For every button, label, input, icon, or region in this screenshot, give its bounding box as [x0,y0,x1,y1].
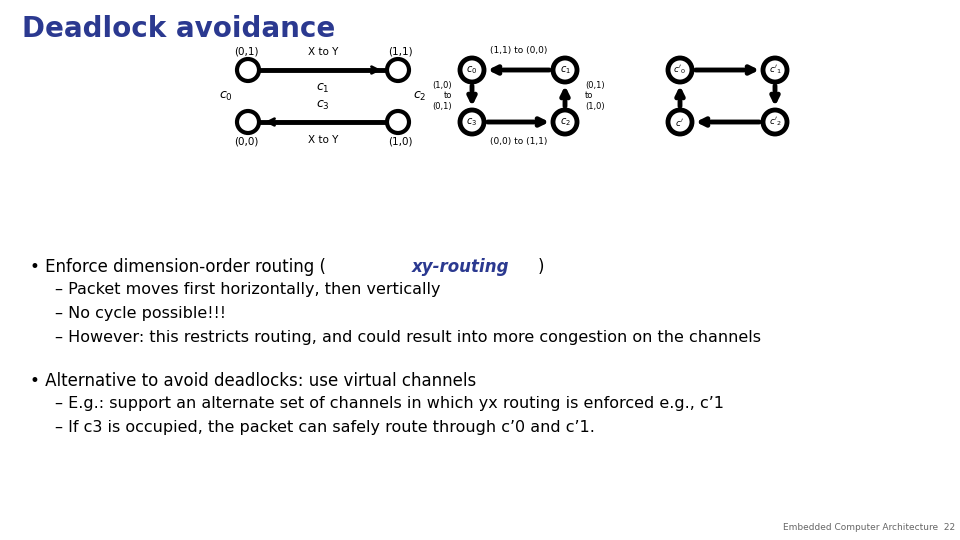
Circle shape [553,58,577,82]
Text: $c_1$: $c_1$ [316,82,330,95]
Text: $c_2$: $c_2$ [560,116,570,128]
Text: Embedded Computer Architecture  22: Embedded Computer Architecture 22 [782,523,955,532]
Circle shape [668,58,692,82]
Text: (0,0) to (1,1): (0,0) to (1,1) [490,137,547,146]
Text: $c_2$: $c_2$ [413,90,427,103]
Text: • Enforce dimension-order routing (: • Enforce dimension-order routing ( [30,258,325,276]
Text: $c_1$: $c_1$ [560,64,570,76]
Text: (0,0): (0,0) [234,136,258,146]
Circle shape [460,58,484,82]
Text: X to Y: X to Y [308,47,338,57]
Text: – No cycle possible!!!: – No cycle possible!!! [55,306,226,321]
Text: $c_3$: $c_3$ [467,116,477,128]
Circle shape [668,110,692,134]
Text: – Packet moves first horizontally, then vertically: – Packet moves first horizontally, then … [55,282,441,297]
Text: xy-routing: xy-routing [412,258,509,276]
Circle shape [553,110,577,134]
Circle shape [387,111,409,133]
Text: (0,1): (0,1) [233,46,258,56]
Text: $c'_2$: $c'_2$ [769,116,781,128]
Text: (0,1)
to
(1,0): (0,1) to (1,0) [585,81,605,111]
Text: $c'$: $c'$ [676,117,684,127]
Text: $c'_1$: $c'_1$ [769,64,781,76]
Text: ): ) [538,258,544,276]
Text: (1,1) to (0,0): (1,1) to (0,0) [490,46,547,55]
Text: (1,0): (1,0) [388,136,412,146]
Text: $c'_0$: $c'_0$ [674,64,686,76]
Circle shape [387,59,409,81]
Text: $c_0$: $c_0$ [219,90,233,103]
Circle shape [460,110,484,134]
Circle shape [237,111,259,133]
Circle shape [763,110,787,134]
Text: xy-routing: xy-routing [412,258,509,276]
Text: (1,0)
to
(0,1): (1,0) to (0,1) [432,81,452,111]
Text: (1,1): (1,1) [388,46,412,56]
Text: – If c3 is occupied, the packet can safely route through c’0 and c’1.: – If c3 is occupied, the packet can safe… [55,420,595,435]
Text: $c_3$: $c_3$ [316,99,330,112]
Text: Deadlock avoidance: Deadlock avoidance [22,15,335,43]
Text: – However: this restricts routing, and could result into more congestion on the : – However: this restricts routing, and c… [55,330,761,345]
Text: $c_0$: $c_0$ [467,64,478,76]
Text: – E.g.: support an alternate set of channels in which yx routing is enforced e.g: – E.g.: support an alternate set of chan… [55,396,724,411]
Circle shape [763,58,787,82]
Text: • Alternative to avoid deadlocks: use virtual channels: • Alternative to avoid deadlocks: use vi… [30,372,476,390]
Circle shape [237,59,259,81]
Text: X to Y: X to Y [308,135,338,145]
